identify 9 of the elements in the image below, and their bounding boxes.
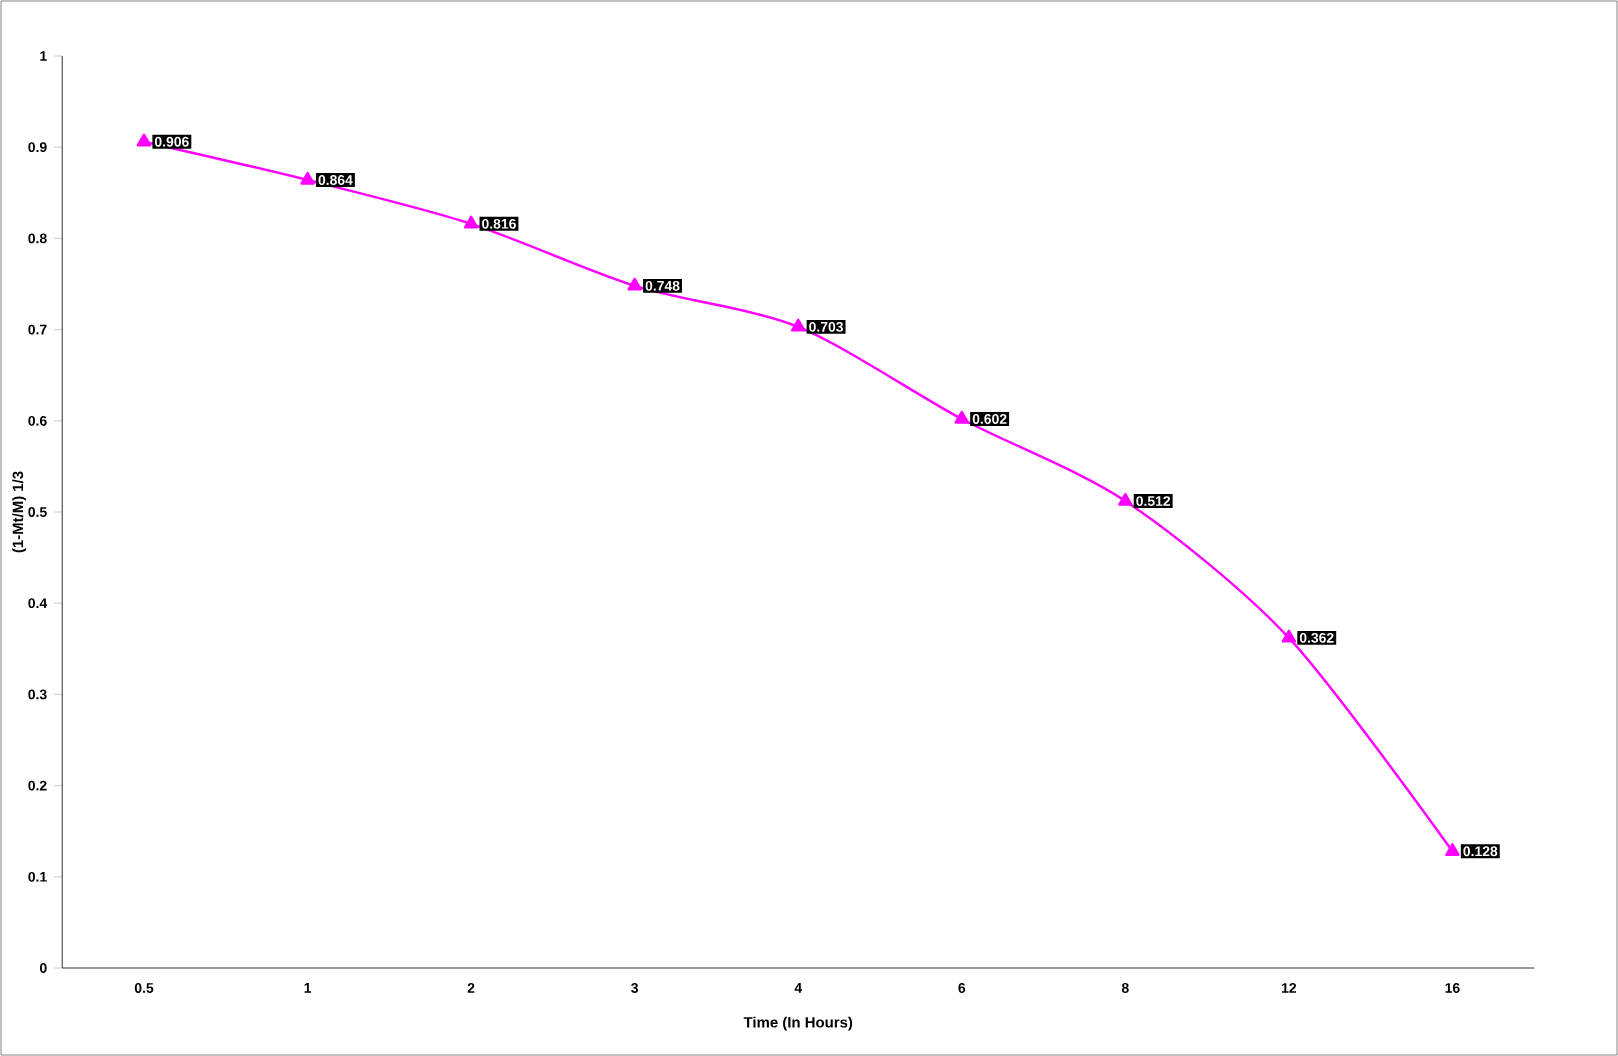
point <box>1281 629 1297 643</box>
point <box>954 410 970 424</box>
point <box>1445 843 1460 856</box>
point <box>790 318 806 332</box>
point <box>463 215 479 229</box>
point <box>627 277 642 291</box>
point <box>300 171 315 185</box>
point <box>136 133 152 147</box>
point <box>1118 492 1133 506</box>
